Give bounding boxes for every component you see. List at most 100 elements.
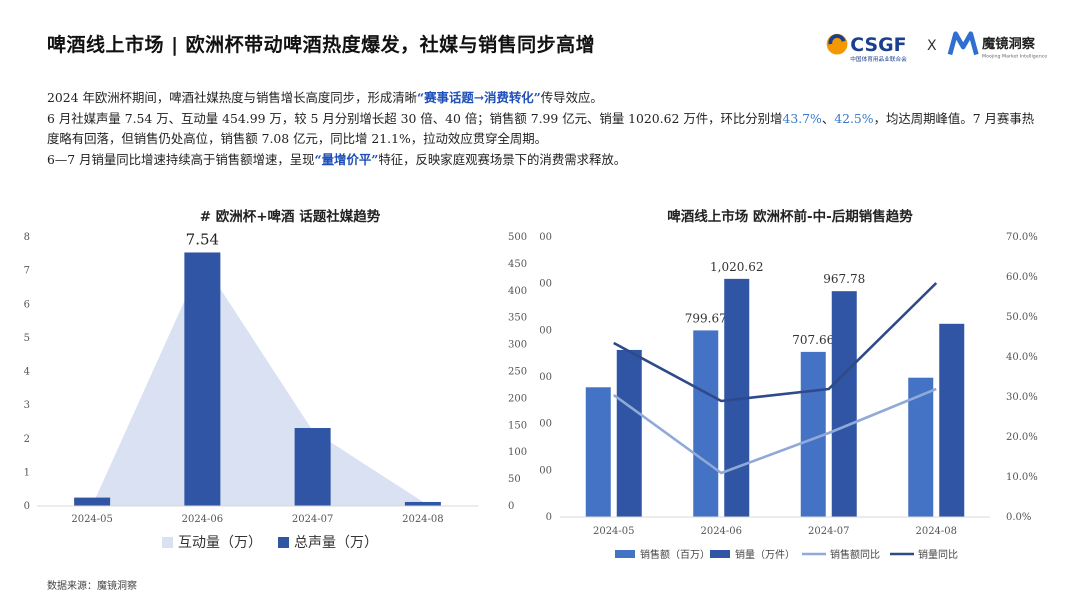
paragraph-2-text: 6 月社媒声量 7.54 万、互动量 454.99 万，较 5 月分别增长超 3… — [47, 110, 783, 126]
moojing-logo-subtext: Moojing Market Intelligence — [982, 53, 1047, 59]
y-left-tick-label: 800 — [540, 325, 552, 336]
y-right-tick-label: 200 — [508, 393, 527, 404]
x-tick-label: 2024-08 — [915, 526, 957, 537]
area-interaction-volume — [92, 261, 423, 506]
legend-swatch-voice — [278, 537, 289, 548]
csgf-logo-subtext: 中国体育用品业联合会 — [850, 55, 907, 63]
y-right-tick-label: 350 — [508, 313, 527, 324]
y-right-tick-label: 60.0% — [1006, 272, 1038, 283]
csgf-logo-swoosh — [828, 34, 846, 45]
y-right-tick-label: 50.0% — [1006, 312, 1038, 323]
x-tick-label: 2024-05 — [71, 514, 113, 525]
y-left-tick-label: 400 — [540, 419, 552, 430]
csgf-logo-text: CSGF — [850, 34, 906, 56]
paragraph-1-tail: 传导效应。 — [540, 90, 603, 105]
y-right-tick-label: 150 — [508, 420, 527, 431]
csgf-logo: CSGF 中国体育用品业联合会 — [826, 33, 907, 63]
data-label: 1,020.62 — [710, 260, 763, 274]
y-right-tick-label: 30.0% — [1006, 392, 1038, 403]
y-left-tick-label: 7 — [24, 266, 30, 277]
paragraph-2: 6 月社媒声量 7.54 万、互动量 454.99 万，较 5 月分别增长超 3… — [47, 109, 1042, 150]
y-left-tick-label: 600 — [540, 372, 552, 383]
paragraph-2-tail: ，均达周期峰值。7 月赛事热度略有回落，但销售仍处高位，销售额 7.08 亿元，… — [47, 110, 1035, 147]
moojing-logo: 魔镜洞察 Moojing Market Intelligence — [947, 31, 1047, 59]
paragraph-2-separator: 、 — [821, 110, 835, 126]
x-tick-label: 2024-07 — [292, 514, 334, 525]
legend-label-sales-volume-yoy: 销量同比 — [918, 548, 958, 561]
chart-1-title: # 欧洲杯+啤酒 话题社媒趋势 — [199, 209, 381, 225]
y-left-tick-label: 5 — [24, 333, 30, 344]
y-left-tick-label: 2 — [24, 434, 30, 445]
y-left-tick-label: 8 — [24, 232, 30, 243]
y-left-tick-label: 0 — [24, 501, 30, 512]
paragraph-3-text: 6—7 月销量同比增速持续高于销售额增速，呈现 — [47, 151, 315, 167]
y-left-tick-label: 3 — [24, 400, 30, 411]
data-label: 967.78 — [823, 272, 865, 286]
y-right-tick-label: 400 — [508, 286, 527, 297]
legend-swatch-sales-amount — [615, 550, 635, 558]
legend-label-voice: 总声量（万） — [294, 535, 378, 551]
y-left-tick-label: 200 — [540, 465, 552, 476]
data-label: 799.67 — [685, 311, 727, 325]
social-media-trend-chart: 7.54 0 1 2 3 4 5 6 7 8 0 50 100 150 200 250 300 350 400 450… — [24, 230, 527, 551]
data-label: 7.54 — [186, 230, 219, 248]
y-right-tick-label: 50 — [508, 474, 521, 485]
bar-sales-amount — [908, 377, 934, 517]
y-right-tick-label: 300 — [508, 340, 527, 351]
line-sales-volume-yoy — [613, 282, 938, 403]
y-right-tick-label: 450 — [508, 259, 527, 270]
bar-total-voice — [74, 497, 111, 506]
y-right-tick-label: 0 — [508, 501, 514, 512]
y-left-tick-label: 6 — [24, 299, 30, 310]
y-right-tick-label: 100 — [508, 447, 527, 458]
y-right-tick-label: 500 — [508, 232, 527, 243]
x-tick-label: 2024-06 — [700, 526, 742, 537]
moojing-logo-text: 魔镜洞察 — [982, 35, 1036, 52]
summary-text: 2024 年欧洲杯期间，啤酒社媒热度与销售增长高度同步，形成清晰“赛事话题→消费… — [47, 88, 1042, 170]
y-left-tick-label: 1000 — [540, 279, 552, 290]
legend-label-sales-volume: 销量（万件） — [735, 548, 795, 561]
paragraph-2-number-1: 43.7% — [782, 110, 822, 126]
y-right-tick-label: 40.0% — [1006, 352, 1038, 363]
x-tick-label: 2024-05 — [593, 526, 635, 537]
y-right-tick-label: 10.0% — [1006, 472, 1038, 483]
legend-swatch-sales-volume — [710, 550, 730, 558]
paragraph-3-tail: 特征，反映家庭观赛场景下的消费需求释放。 — [378, 151, 627, 167]
y-left-tick-label: 1200 — [540, 232, 552, 243]
bar-sales-volume — [831, 291, 857, 517]
legend-label-interaction: 互动量（万） — [178, 535, 262, 551]
bar-sales-amount — [693, 330, 719, 517]
legend-label-sales-amount-yoy: 销售额同比 — [830, 548, 880, 561]
data-label: 707.66 — [792, 333, 834, 347]
logo-separator: X — [927, 38, 937, 54]
paragraph-2-number-2: 42.5% — [834, 110, 874, 126]
y-left-tick-label: 1 — [24, 467, 30, 478]
paragraph-1: 2024 年欧洲杯期间，啤酒社媒热度与销售增长高度同步，形成清晰“赛事话题→消费… — [47, 88, 1042, 109]
paragraph-1-text: 2024 年欧洲杯期间，啤酒社媒热度与销售增长高度同步，形成清晰 — [47, 90, 418, 105]
paragraph-1-highlight: “赛事话题→消费转化” — [417, 90, 541, 105]
paragraph-3: 6—7 月销量同比增速持续高于销售额增速，呈现“量增价平”特征，反映家庭观赛场景… — [47, 150, 1042, 171]
y-left-tick-label: 4 — [24, 367, 30, 378]
y-right-tick-label: 0.0% — [1006, 512, 1031, 523]
bar-sales-volume — [616, 349, 642, 517]
moojing-logo-mark — [947, 31, 979, 56]
bar-total-voice — [184, 252, 221, 506]
y-right-tick-label: 70.0% — [1006, 232, 1038, 243]
y-right-tick-label: 20.0% — [1006, 432, 1038, 443]
bar-total-voice — [294, 427, 331, 506]
x-tick-label: 2024-06 — [182, 514, 224, 525]
line-sales-amount-yoy — [612, 387, 937, 475]
sales-trend-chart: 799.67 707.66 1,020.62 967.78 0 200 400 600 800 1… — [540, 232, 1038, 561]
bar-sales-volume — [939, 323, 965, 517]
chart-2-title: 啤酒线上市场 欧洲杯前-中-后期销售趋势 — [667, 209, 913, 225]
y-left-tick-label: 0 — [546, 512, 552, 523]
bar-total-voice — [404, 501, 441, 506]
legend-label-sales-amount: 销售额（百万） — [640, 548, 710, 561]
legend-swatch-interaction — [162, 537, 173, 548]
page-title: 啤酒线上市场 | 欧洲杯带动啤酒热度爆发，社媒与销售同步高增 — [47, 34, 596, 56]
x-tick-label: 2024-07 — [808, 526, 850, 537]
paragraph-3-highlight: “量增价平” — [314, 151, 379, 167]
bar-sales-amount — [585, 387, 611, 517]
y-right-tick-label: 250 — [508, 367, 527, 378]
data-source: 数据来源：魔镜洞察 — [47, 581, 137, 592]
